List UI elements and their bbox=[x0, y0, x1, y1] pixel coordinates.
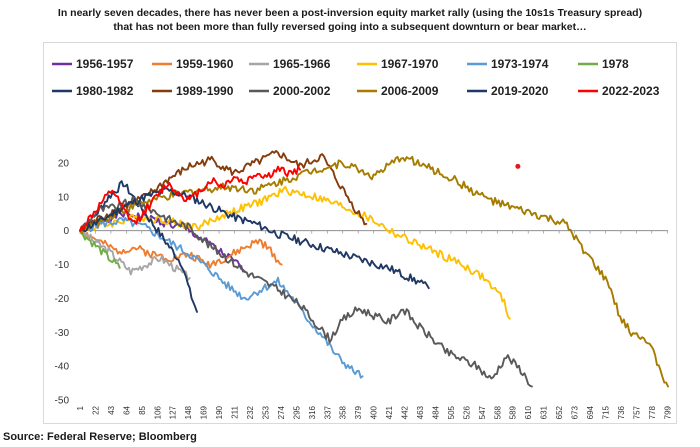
source-note: Source: Federal Reserve; Bloomberg bbox=[3, 431, 197, 443]
x-tick-label: 526 bbox=[462, 405, 471, 419]
legend-label: 2006-2009 bbox=[381, 84, 439, 98]
legend-item-1956-1957: 1956-1957 bbox=[52, 57, 134, 71]
x-tick-label: 547 bbox=[478, 405, 487, 419]
series-line-2019-2020 bbox=[79, 187, 430, 290]
x-tick-label: 190 bbox=[215, 405, 224, 419]
x-tick-label: 736 bbox=[617, 405, 626, 419]
x-tick-label: 169 bbox=[200, 405, 209, 419]
x-tick-label: 715 bbox=[601, 405, 610, 419]
series-line-2000-2002 bbox=[79, 196, 533, 388]
x-tick-label: 442 bbox=[401, 405, 410, 419]
x-tick-label: 337 bbox=[323, 405, 332, 419]
x-tick-label: 22 bbox=[91, 405, 100, 414]
series-line-1978 bbox=[79, 229, 121, 269]
legend-item-1973-1974: 1973-1974 bbox=[467, 57, 549, 71]
y-tick-label: -20 bbox=[55, 294, 70, 305]
legend-label: 1980-1982 bbox=[76, 84, 134, 98]
y-tick-label: -10 bbox=[55, 260, 70, 271]
series-layer bbox=[79, 149, 669, 388]
legend-label: 2019-2020 bbox=[491, 84, 549, 98]
x-tick-label: 43 bbox=[107, 405, 116, 414]
annotation-marker bbox=[515, 163, 521, 169]
x-tick-label: 379 bbox=[354, 405, 363, 419]
legend-label: 1967-1970 bbox=[381, 57, 439, 71]
legend-label: 1973-1974 bbox=[491, 57, 549, 71]
series-line-2006-2009 bbox=[79, 155, 669, 388]
legend-label: 1965-1966 bbox=[273, 57, 331, 71]
legend-item-2000-2002: 2000-2002 bbox=[249, 84, 331, 98]
x-tick-label: 253 bbox=[261, 405, 270, 419]
legend-item-1965-1966: 1965-1966 bbox=[249, 57, 331, 71]
legend-label: 1959-1960 bbox=[176, 57, 234, 71]
x-tick-label: 211 bbox=[231, 405, 240, 418]
series-line-1973-1974 bbox=[79, 216, 364, 379]
legend-item-1967-1970: 1967-1970 bbox=[357, 57, 439, 71]
legend-label: 1978 bbox=[602, 57, 629, 71]
legend-item-1959-1960: 1959-1960 bbox=[152, 57, 234, 71]
x-tick-label: 757 bbox=[632, 405, 641, 419]
x-tick-label: 358 bbox=[339, 405, 348, 419]
annotation-layer bbox=[515, 163, 521, 169]
y-tick-label: 0 bbox=[63, 226, 69, 237]
x-tick-label: 568 bbox=[493, 405, 502, 419]
x-tick-label: 589 bbox=[509, 405, 518, 419]
x-tick-label: 232 bbox=[246, 405, 255, 419]
legend-label: 1989-1990 bbox=[176, 84, 234, 98]
y-tick-label: -40 bbox=[55, 362, 70, 373]
series-line-1959-1960 bbox=[79, 229, 283, 269]
x-tick-label: 127 bbox=[169, 405, 178, 419]
x-tick-label: 673 bbox=[571, 405, 580, 419]
y-tick-label: -30 bbox=[55, 328, 70, 339]
x-tick-label: 505 bbox=[447, 405, 456, 419]
y-tick-label: 10 bbox=[58, 192, 70, 203]
y-tick-label: 20 bbox=[58, 158, 70, 169]
legend-item-1980-1982: 1980-1982 bbox=[52, 84, 134, 98]
legend-label: 2000-2002 bbox=[273, 84, 331, 98]
x-tick-label: 1 bbox=[76, 405, 85, 410]
legend-item-2019-2020: 2019-2020 bbox=[467, 84, 549, 98]
x-tick-label: 421 bbox=[385, 405, 394, 419]
legend-label: 2022-2023 bbox=[602, 84, 660, 98]
legend-item-1989-1990: 1989-1990 bbox=[152, 84, 234, 98]
legend-item-2022-2023: 2022-2023 bbox=[578, 84, 660, 98]
legend: 1956-1957 1959-1960 1965-1966 1967-1970 1973… bbox=[52, 57, 660, 98]
chart-headline: In nearly seven decades, there has never… bbox=[0, 6, 700, 34]
x-tick-label: 799 bbox=[663, 405, 672, 419]
legend-item-1978: 1978 bbox=[578, 57, 629, 71]
x-tick-label: 610 bbox=[524, 405, 533, 419]
headline-line-1: In nearly seven decades, there has never… bbox=[57, 7, 643, 19]
legend-label: 1956-1957 bbox=[76, 57, 134, 71]
legend-item-2006-2009: 2006-2009 bbox=[357, 84, 439, 98]
headline-line-2: that has not been more than fully revers… bbox=[113, 21, 587, 33]
x-tick-label: 148 bbox=[184, 405, 193, 419]
series-line-2022-2023 bbox=[79, 165, 301, 232]
x-tick-label: 85 bbox=[138, 405, 147, 414]
x-tick-label: 778 bbox=[648, 405, 657, 419]
x-tick-label: 652 bbox=[555, 405, 564, 419]
y-tick-label: -50 bbox=[55, 396, 70, 407]
x-tick-label: 463 bbox=[416, 405, 425, 419]
x-tick-label: 295 bbox=[292, 405, 301, 419]
x-tick-label: 106 bbox=[153, 405, 162, 419]
axes: 20 10 0 -10 -20 -30 -40 -50 1 22 43 64 85 106 127 148 16… bbox=[55, 158, 673, 419]
x-tick-label: 400 bbox=[370, 405, 379, 419]
x-tick-label: 274 bbox=[277, 405, 286, 419]
x-tick-label: 64 bbox=[122, 405, 131, 414]
x-tick-label: 694 bbox=[586, 405, 595, 419]
x-tick-label: 316 bbox=[308, 405, 317, 419]
series-line-1965-1966 bbox=[79, 228, 191, 281]
x-tick-label: 631 bbox=[540, 405, 549, 419]
x-tick-label: 484 bbox=[431, 405, 440, 419]
